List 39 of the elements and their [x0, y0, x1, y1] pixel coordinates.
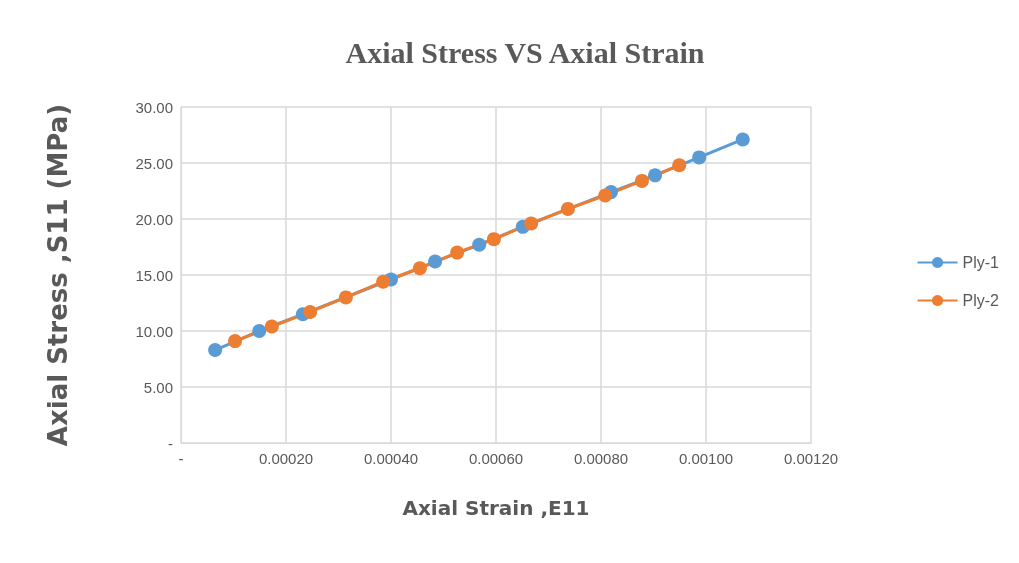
point [228, 334, 243, 349]
point [672, 158, 687, 173]
point [634, 173, 649, 188]
point [486, 232, 501, 247]
point [428, 254, 443, 269]
x-tick-label: 0.00100 [678, 450, 734, 467]
point [598, 188, 613, 203]
point [472, 237, 487, 252]
point [692, 150, 707, 165]
point [648, 168, 663, 183]
x-tick-label: 0.00020 [258, 450, 314, 467]
x-tick-label: 0.00060 [468, 450, 524, 467]
point [735, 132, 750, 147]
y-tick-label: 10.00 [135, 322, 173, 340]
x-tick-label: 0.00040 [363, 450, 419, 467]
point [376, 274, 391, 289]
point [524, 216, 539, 231]
point [208, 343, 223, 358]
x-axis-title: Axial Strain ,E11 [402, 496, 590, 520]
point [264, 319, 279, 334]
x-tick-label: 0.00080 [573, 450, 629, 467]
point [303, 304, 318, 319]
y-tick-label: 25.00 [135, 154, 173, 172]
point [560, 201, 575, 216]
point [338, 290, 353, 305]
y-tick-label: - [168, 434, 173, 452]
y-tick-label: 20.00 [135, 210, 173, 228]
x-tick-label: 0.00120 [783, 450, 839, 467]
y-axis-title: Axial Stress ,S11 (MPa) [43, 103, 73, 447]
y-tick-label: 5.00 [143, 378, 173, 396]
y-tick-label: 15.00 [135, 266, 173, 284]
legend-label: Ply-2 [962, 292, 1000, 309]
x-tick-label: - [178, 450, 184, 467]
y-tick-label: 30.00 [135, 98, 173, 116]
point [450, 245, 465, 260]
chart-title: Axial Stress VS Axial Strain [345, 35, 705, 69]
point [252, 324, 267, 338]
legend-label: Ply-1 [962, 254, 1000, 271]
point [412, 261, 427, 276]
